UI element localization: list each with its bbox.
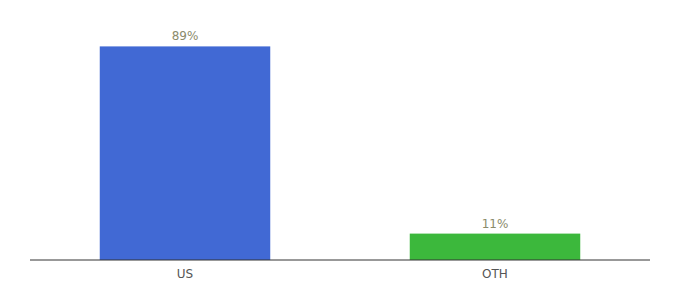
chart-container: US OTH 89% 11% [0,0,680,300]
x-tick-label: US [177,267,193,281]
x-axis-line [30,260,650,261]
bar [100,46,271,260]
bars [100,46,581,260]
chart-svg: US OTH 89% 11% [0,0,680,300]
data-label: 89% [172,29,199,43]
x-tick-label: OTH [482,267,508,281]
x-axis: US OTH [177,267,508,281]
data-label: 11% [482,217,509,231]
data-labels: 89% 11% [172,29,509,230]
bar [410,234,581,260]
